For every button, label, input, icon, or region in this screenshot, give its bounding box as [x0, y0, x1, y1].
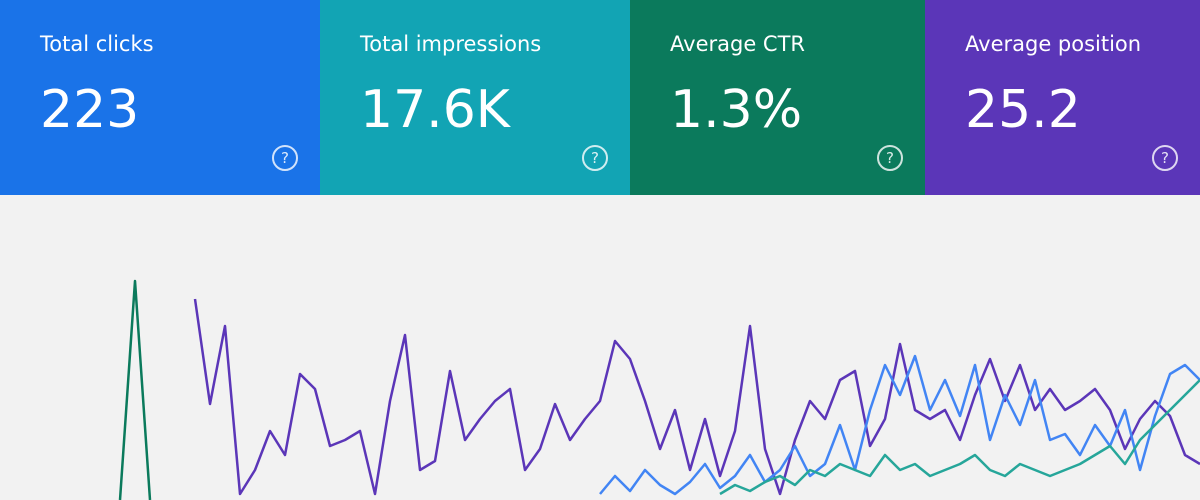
- metric-card[interactable]: Average position 25.2 ?: [925, 0, 1200, 195]
- metric-card[interactable]: Average CTR 1.3% ?: [630, 0, 925, 195]
- series-line: [719, 379, 1200, 496]
- series-line: [599, 354, 1200, 496]
- metric-value: 1.3%: [670, 80, 803, 140]
- metric-value: 17.6K: [360, 80, 510, 140]
- help-icon[interactable]: ?: [272, 145, 298, 171]
- metric-card[interactable]: Total impressions 17.6K ?: [320, 0, 630, 195]
- help-icon[interactable]: ?: [1152, 145, 1178, 171]
- metric-label: Total impressions: [360, 32, 542, 56]
- metric-cards: Total clicks 223 ? Total impressions 17.…: [0, 0, 1200, 195]
- series-line: [193, 298, 1200, 496]
- metric-value: 223: [40, 80, 140, 140]
- metric-value: 25.2: [965, 80, 1081, 140]
- performance-chart: [118, 279, 1200, 500]
- metric-card[interactable]: Total clicks 223 ?: [0, 0, 320, 195]
- metric-label: Average position: [965, 32, 1142, 56]
- help-icon[interactable]: ?: [877, 145, 903, 171]
- metric-label: Total clicks: [40, 32, 154, 56]
- metric-label: Average CTR: [670, 32, 805, 56]
- help-icon[interactable]: ?: [582, 145, 608, 171]
- series-line: [118, 279, 152, 500]
